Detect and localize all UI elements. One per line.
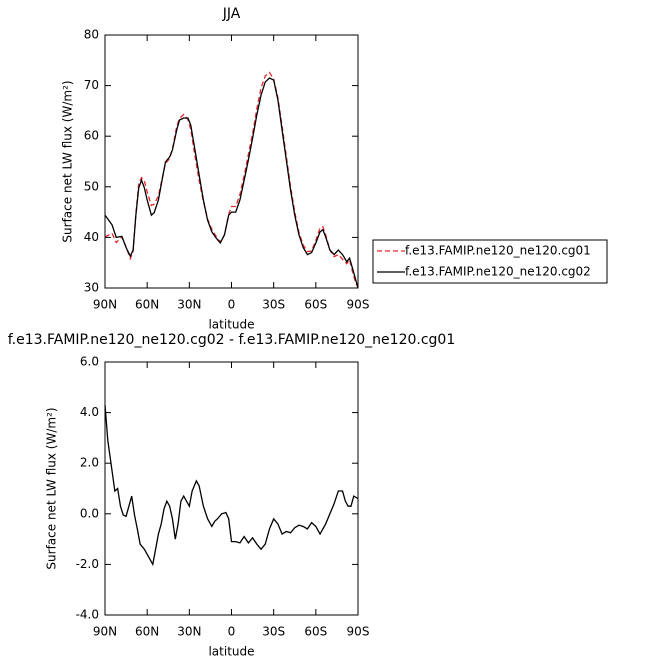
y-tick-label: 0.0: [80, 506, 99, 520]
plot-frame: [104, 34, 359, 289]
x-tick-label: 90N: [93, 625, 117, 639]
x-tick-label: 90N: [93, 298, 117, 312]
x-tick-label: 60N: [135, 298, 159, 312]
x-tick-label: 30S: [262, 625, 285, 639]
y-tick-label: 6.0: [80, 355, 99, 369]
x-tick-label: 60S: [304, 298, 327, 312]
x-tick-label: 30N: [177, 625, 201, 639]
legend-label: f.e13.FAMIP.ne120_ne120.cg02: [405, 265, 591, 279]
y-tick-label: -2.0: [76, 557, 99, 571]
x-tick-label: 30S: [262, 298, 285, 312]
x-axis-label: latitude: [208, 645, 254, 659]
x-tick-label: 0: [228, 298, 236, 312]
y-tick-label: 4.0: [80, 405, 99, 419]
y-tick-label: 40: [84, 230, 99, 244]
y-tick-label: -4.0: [76, 608, 99, 622]
y-tick-label: 60: [84, 129, 99, 143]
plot-frame: [104, 361, 359, 616]
x-axis-label: latitude: [208, 318, 254, 332]
x-tick-label: 60S: [304, 625, 327, 639]
y-tick-label: 80: [84, 28, 99, 42]
y-tick-label: 2.0: [80, 456, 99, 470]
x-tick-label: 0: [228, 625, 236, 639]
chart-title: JJA: [222, 6, 241, 22]
chart-title: f.e13.FAMIP.ne120_ne120.cg02 - f.e13.FAM…: [8, 332, 456, 348]
y-axis-label: Surface net LW flux (W/m²): [45, 407, 59, 569]
y-axis-label: Surface net LW flux (W/m²): [61, 80, 75, 242]
x-tick-label: 60N: [135, 625, 159, 639]
data-line: [104, 404, 359, 567]
x-tick-label: 90S: [347, 625, 370, 639]
data-line: [104, 77, 359, 289]
legend-label: f.e13.FAMIP.ne120_ne120.cg01: [405, 244, 591, 258]
y-tick-label: 70: [84, 78, 99, 92]
legend-box: [372, 239, 608, 284]
y-tick-label: 30: [84, 281, 99, 295]
x-tick-label: 30N: [177, 298, 201, 312]
x-tick-label: 90S: [347, 298, 370, 312]
y-tick-label: 50: [84, 179, 99, 193]
data-line: [104, 71, 359, 289]
